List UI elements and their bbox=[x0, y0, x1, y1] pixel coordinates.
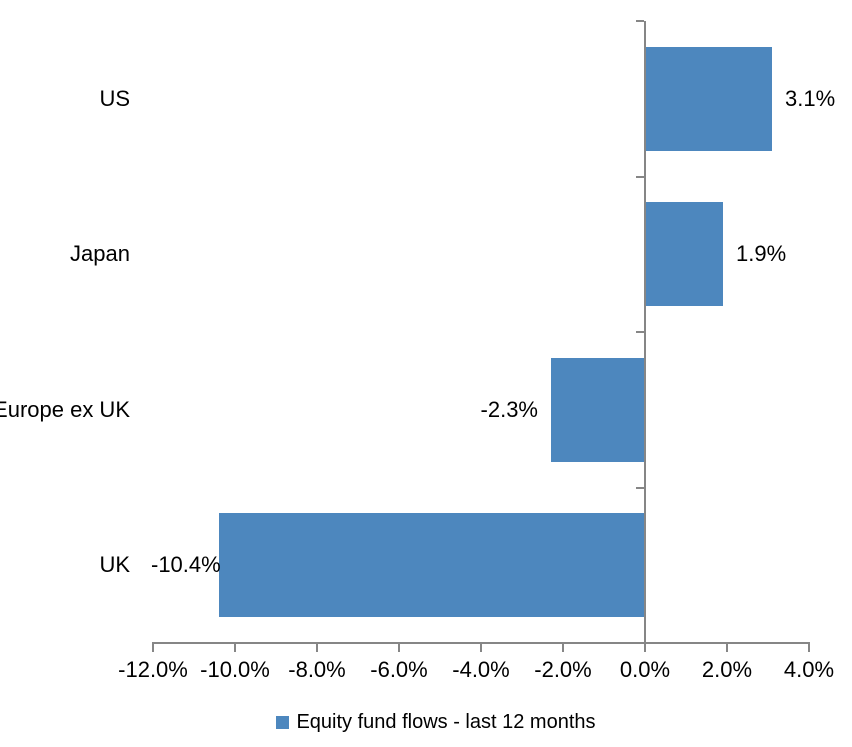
x-axis-tick-label-0: -12.0% bbox=[118, 657, 188, 682]
x-axis-tick bbox=[398, 642, 400, 652]
y-axis-tick bbox=[636, 331, 644, 333]
x-axis-tick-label-3: -6.0% bbox=[370, 657, 428, 682]
x-axis-tick bbox=[316, 642, 318, 652]
category-label-uk: UK bbox=[99, 552, 130, 577]
bar-uk bbox=[219, 513, 645, 617]
legend-swatch bbox=[276, 715, 290, 729]
x-axis-tick-label-6: 0.0% bbox=[619, 657, 671, 682]
category-label-europe-ex-uk: Europe ex UK bbox=[0, 397, 130, 422]
x-axis-tick bbox=[726, 642, 728, 652]
x-axis-tick-label-8: 4.0% bbox=[783, 657, 835, 682]
value-label-europe-ex-uk: -2.3% bbox=[480, 397, 538, 422]
bar-europe-ex-uk bbox=[551, 358, 645, 462]
x-axis-tick bbox=[644, 642, 646, 652]
x-axis-tick-label-4: -4.0% bbox=[452, 657, 510, 682]
legend-label: Equity fund flows - last 12 months bbox=[296, 710, 596, 733]
x-axis-tick-label-5: -2.0% bbox=[534, 657, 592, 682]
category-label-japan: Japan bbox=[70, 241, 130, 266]
bar-japan bbox=[645, 202, 723, 306]
y-axis-tick bbox=[636, 176, 644, 178]
x-axis-tick-label-2: -8.0% bbox=[288, 657, 346, 682]
y-axis-tick bbox=[636, 487, 644, 489]
x-axis-line bbox=[152, 642, 810, 644]
x-axis-tick bbox=[234, 642, 236, 652]
y-axis-tick bbox=[636, 20, 644, 22]
value-label-japan: 1.9% bbox=[736, 241, 787, 266]
x-axis-tick-label-7: 2.0% bbox=[701, 657, 753, 682]
x-axis-tick bbox=[152, 642, 154, 652]
value-label-us: 3.1% bbox=[785, 86, 836, 111]
legend: Equity fund flows - last 12 months bbox=[20, 708, 852, 736]
value-label-uk: -10.4% bbox=[151, 552, 221, 577]
x-axis-tick bbox=[808, 642, 810, 652]
x-axis-tick bbox=[480, 642, 482, 652]
x-axis-tick-label-1: -10.0% bbox=[200, 657, 270, 682]
x-axis-tick bbox=[562, 642, 564, 652]
bar-us bbox=[645, 47, 772, 151]
category-label-us: US bbox=[99, 86, 130, 111]
y-axis-line bbox=[644, 21, 646, 643]
